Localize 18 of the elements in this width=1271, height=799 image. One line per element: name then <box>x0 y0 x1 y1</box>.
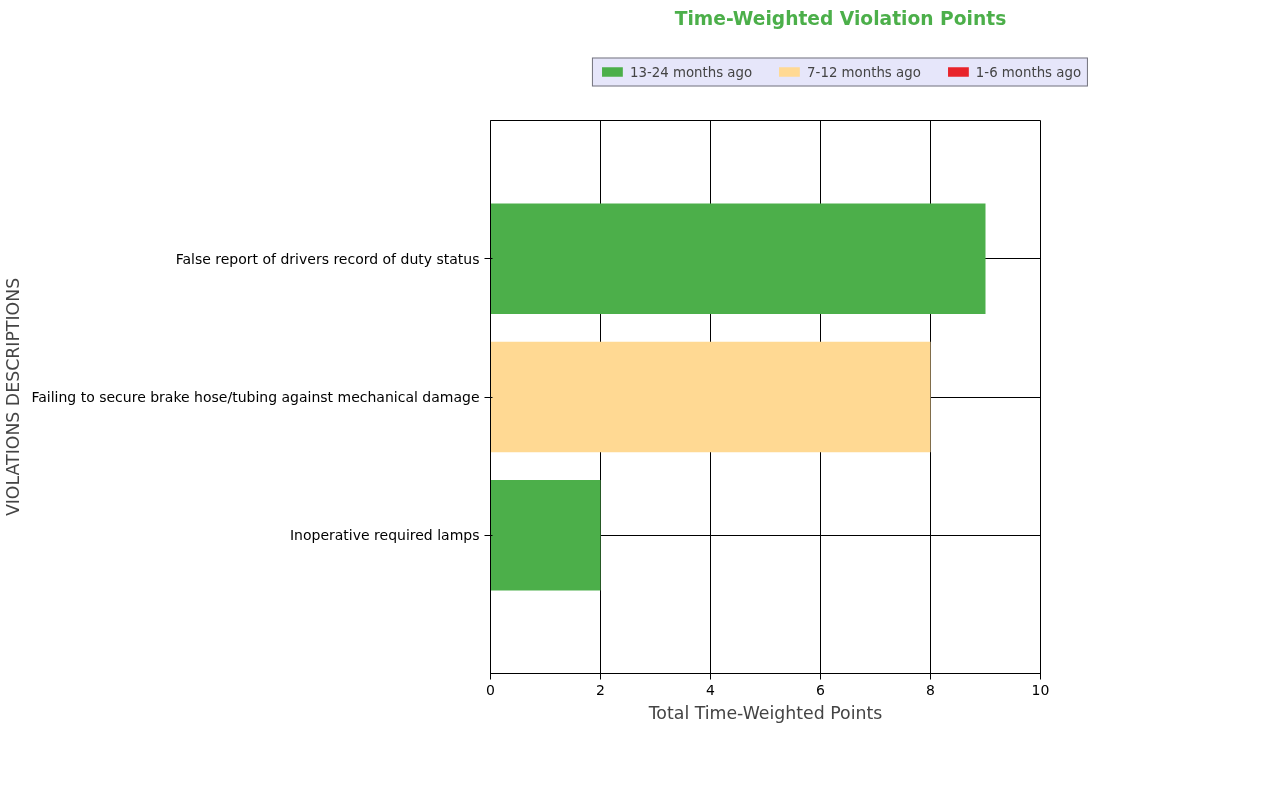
legend-label: 1-6 months ago <box>975 64 1082 79</box>
x-tick-label: 10 <box>1031 681 1050 698</box>
x-tick-label: 6 <box>816 681 826 698</box>
y-axis-title: VIOLATIONS DESCRIPTIONS <box>3 277 24 517</box>
x-tick-label: 8 <box>926 681 935 698</box>
bar <box>490 203 986 315</box>
x-tick-label: 4 <box>706 681 716 698</box>
bar <box>490 479 601 591</box>
x-axis-title: Total Time-Weighted Points <box>647 702 883 723</box>
legend-label: 13-24 months ago <box>629 64 753 79</box>
chart-title: Time-Weighted Violation Points <box>674 7 1007 29</box>
bar <box>490 341 931 453</box>
y-tick-label: Failing to secure brake hose/tubing against mechanical damage <box>31 389 480 405</box>
x-tick-label: 2 <box>596 681 605 698</box>
legend-label: 7-12 months ago <box>807 64 921 79</box>
y-tick-label: Inoperative required lamps <box>289 527 480 544</box>
y-tick-label: False report of drivers record of duty status <box>175 250 480 267</box>
x-tick-label: 0 <box>486 681 495 698</box>
